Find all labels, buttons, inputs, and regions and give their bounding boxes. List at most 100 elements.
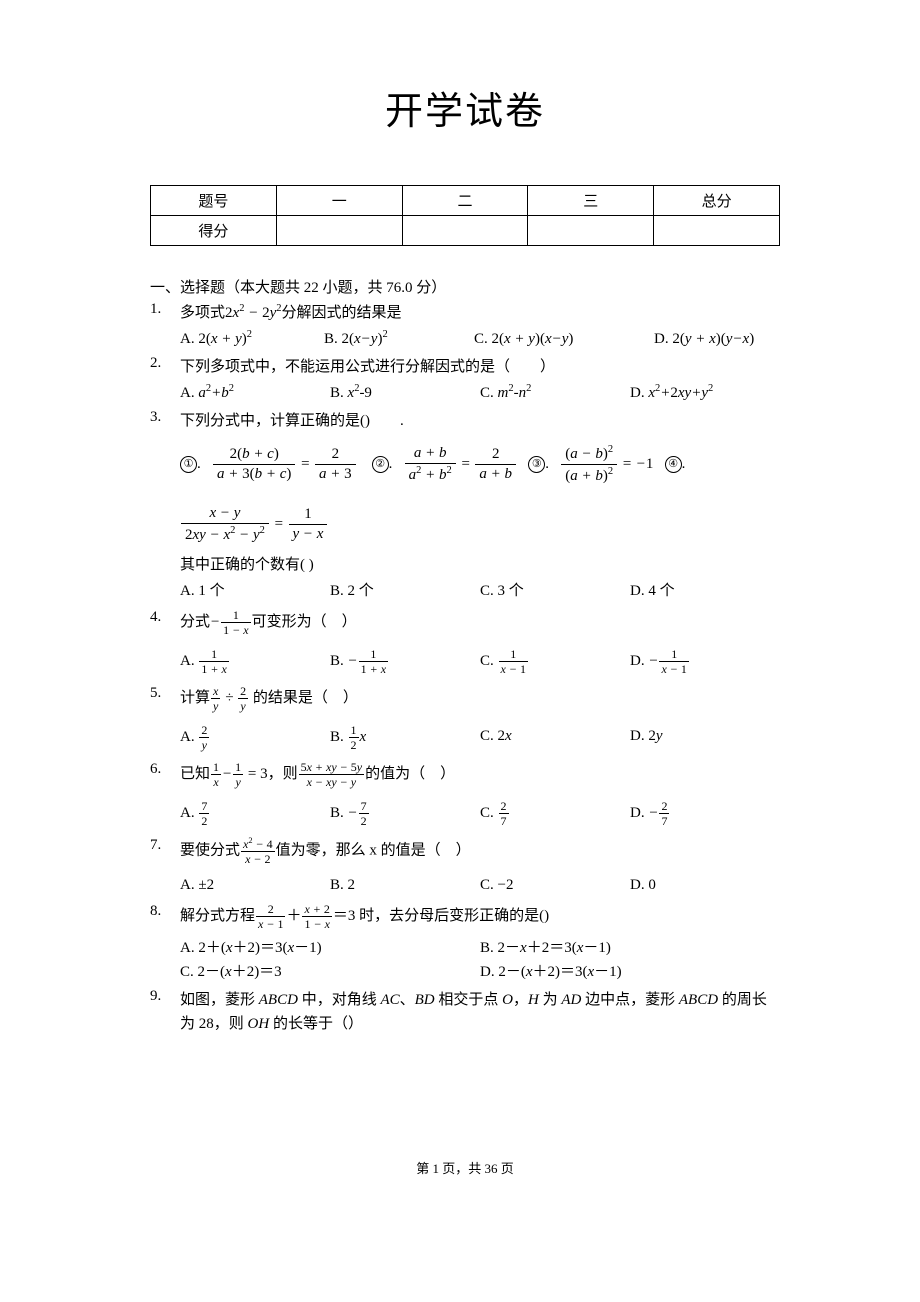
cell	[528, 216, 654, 246]
text: 分式	[180, 614, 210, 630]
option-a: A. 2＋(x＋2)＝3(x－1)	[180, 936, 480, 960]
cell: 得分	[151, 216, 277, 246]
minus: −	[222, 766, 232, 782]
cell: 总分	[654, 186, 780, 216]
option-c: C. m2-n2	[480, 381, 630, 405]
question-stem: 分式−11 − x可变形为（ ）	[180, 609, 780, 636]
fraction: 2a + b	[475, 445, 516, 484]
option-d: D. −1x − 1	[630, 648, 780, 675]
question-number: 8.	[150, 903, 180, 920]
eq: =	[300, 456, 310, 472]
option-c: C. 2x	[480, 724, 630, 751]
table-row: 题号 一 二 三 总分	[151, 186, 780, 216]
option-d: D. 0	[630, 873, 780, 897]
table-row: 得分	[151, 216, 780, 246]
question-4: 4. 分式−11 − x可变形为（ ） A. 11 + x B. −11 + x…	[150, 609, 780, 675]
circled-4: ④	[665, 456, 682, 473]
text: 的结果是（ ）	[249, 690, 358, 706]
text: 多项式	[180, 305, 225, 321]
circled-3: ③	[528, 456, 545, 473]
option-b: B. 2－x＋2＝3(x－1)	[480, 936, 780, 960]
options: A. a2+b2 B. x2-9 C. m2-n2 D. x2+2xy+y2	[180, 381, 780, 405]
fraction: a + ba2 + b2	[405, 444, 456, 485]
option-a: A. 2y	[180, 724, 330, 751]
question-stem: 已知1x−1y = 3，则5x + xy − 5yx − xy − y的值为（ …	[180, 761, 780, 788]
question-stem: 下列多项式中，不能运用公式进行分解因式的是（ ）	[180, 355, 780, 379]
expr-line: x − y2xy − x2 − y2 = 1y − x	[180, 504, 780, 545]
fraction: (a − b)2(a + b)2	[561, 443, 617, 486]
cell	[654, 216, 780, 246]
text: 可变形为（ ）	[252, 614, 357, 630]
text: 的值为（ ）	[365, 766, 455, 782]
cell: 三	[528, 186, 654, 216]
question-9: 9. 如图，菱形 ABCD 中，对角线 AC、BD 相交于点 O，H 为 AD …	[150, 988, 780, 1038]
cell	[402, 216, 528, 246]
option-c: C. 2(x + y)(x−y)	[474, 327, 654, 351]
cell: 题号	[151, 186, 277, 216]
eq: =	[461, 456, 471, 472]
text: 分解因式的结果是	[281, 305, 401, 321]
option-d: D. −27	[630, 800, 780, 827]
option-b: B. 12x	[330, 724, 480, 751]
option-d: D. 4 个	[630, 579, 780, 603]
question-number: 1.	[150, 301, 180, 318]
question-8: 8. 解分式方程2x − 1＋x + 21 − x＝3 时，去分母后变形正确的是…	[150, 903, 780, 984]
fraction: xy	[211, 685, 220, 712]
option-d: D. 2(y + x)(y−x)	[654, 327, 780, 351]
question-7: 7. 要使分式x2 − 4x − 2值为零，那么 x 的值是（ ） A. ±2 …	[150, 837, 780, 897]
option-d: D. 2y	[630, 724, 780, 751]
cell: 二	[402, 186, 528, 216]
option-a: A. ±2	[180, 873, 330, 897]
option-b: B. −72	[330, 800, 480, 827]
divide: ÷	[225, 690, 233, 706]
option-a: A. 72	[180, 800, 330, 827]
question-stem: 计算xy ÷ 2y 的结果是（ ）	[180, 685, 780, 712]
option-c: C. 2－(x＋2)＝3	[180, 960, 480, 984]
options: A. 2＋(x＋2)＝3(x－1) B. 2－x＋2＝3(x－1) C. 2－(…	[180, 936, 780, 984]
option-d: D. 2－(x＋2)＝3(x－1)	[480, 960, 780, 984]
fraction: 5x + xy − 5yx − xy − y	[299, 761, 365, 788]
options: A. ±2 B. 2 C. −2 D. 0	[180, 873, 780, 897]
question-number: 6.	[150, 761, 180, 778]
fraction: x − y2xy − x2 − y2	[181, 504, 269, 545]
options: A. 11 + x B. −11 + x C. 1x − 1 D. −1x − …	[180, 648, 780, 675]
option-c: C. 3 个	[480, 579, 630, 603]
option-a: A. 1 个	[180, 579, 330, 603]
expr-line: ①. 2(b + c)a + 3(b + c) = 2a + 3 ②. a + …	[180, 443, 780, 486]
question-stem: 下列分式中，计算正确的是() .	[180, 409, 780, 433]
option-a: A. 11 + x	[180, 648, 330, 675]
question-6: 6. 已知1x−1y = 3，则5x + xy − 5yx − xy − y的值…	[150, 761, 780, 827]
fraction: 1y − x	[289, 505, 328, 544]
plus: ＋	[286, 908, 301, 924]
option-b: B. 2	[330, 873, 480, 897]
option-b: B. x2-9	[330, 381, 480, 405]
text: = 3，则	[248, 766, 298, 782]
cell	[276, 216, 402, 246]
options: A. 2y B. 12x C. 2x D. 2y	[180, 724, 780, 751]
fraction: 1x	[211, 761, 221, 788]
text: 值为零，那么 x 的值是（ ）	[276, 842, 471, 858]
option-a: A. a2+b2	[180, 381, 330, 405]
cell: 一	[276, 186, 402, 216]
sub-stem: 其中正确的个数有( )	[180, 553, 780, 577]
text: 要使分式	[180, 842, 240, 858]
question-1: 1. 多项式2x2 − 2y2分解因式的结果是 A. 2(x + y)2 B. …	[150, 301, 780, 351]
text: 计算	[180, 690, 210, 706]
question-number: 3.	[150, 409, 180, 426]
question-2: 2. 下列多项式中，不能运用公式进行分解因式的是（ ） A. a2+b2 B. …	[150, 355, 780, 405]
fraction: 11 − x	[221, 609, 250, 636]
question-3: 3. 下列分式中，计算正确的是() . ①. 2(b + c)a + 3(b +…	[150, 409, 780, 603]
fraction: 2a + 3	[315, 445, 356, 484]
fraction: 2y	[238, 685, 248, 712]
option-b: B. −11 + x	[330, 648, 480, 675]
fraction: x + 21 − x	[302, 903, 331, 930]
question-number: 9.	[150, 988, 180, 1005]
text: 已知	[180, 766, 210, 782]
fraction: x2 − 4x − 2	[241, 837, 275, 865]
question-number: 2.	[150, 355, 180, 372]
question-stem: 多项式2x2 − 2y2分解因式的结果是	[180, 301, 780, 325]
fraction: 2x − 1	[256, 903, 285, 930]
question-number: 4.	[150, 609, 180, 626]
option-c: C. 27	[480, 800, 630, 827]
minus: −	[210, 614, 220, 630]
